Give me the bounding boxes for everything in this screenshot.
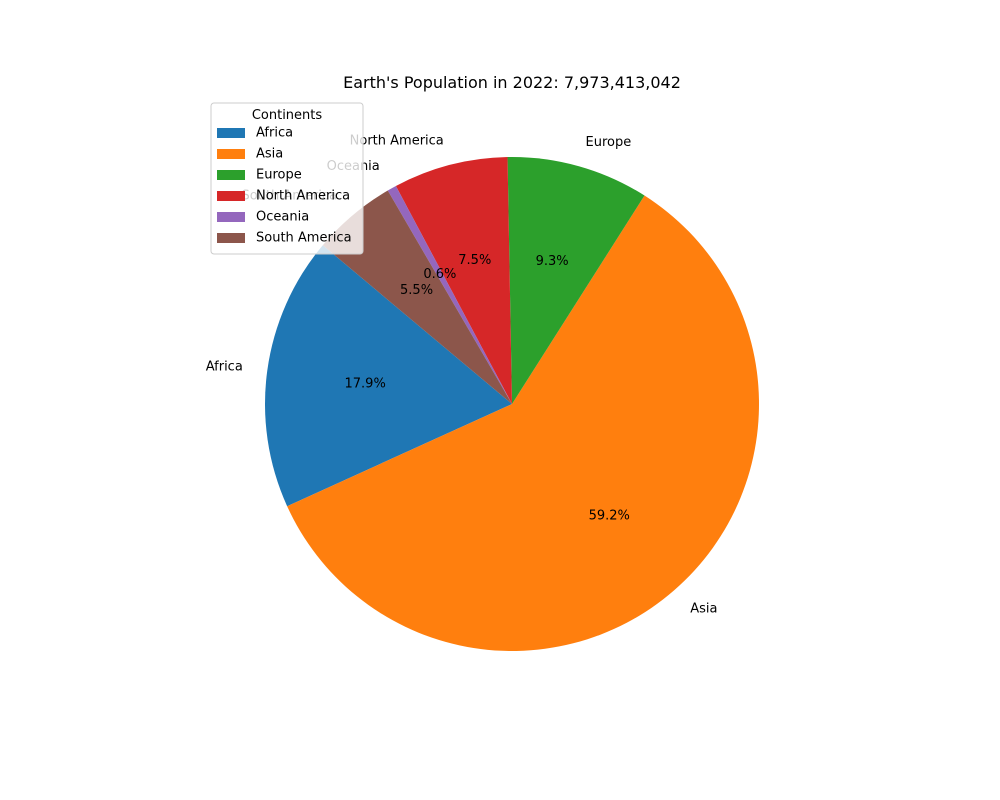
legend-swatch-africa xyxy=(217,128,245,138)
legend-swatch-north-america xyxy=(217,191,245,201)
legend-label-africa: Africa xyxy=(256,126,293,141)
legend-swatch-oceania xyxy=(217,212,245,222)
legend-swatch-south-america xyxy=(217,233,245,243)
pie-slice-asia xyxy=(287,195,759,652)
pct-label-asia: 59.2% xyxy=(589,508,630,523)
pct-label-africa: 17.9% xyxy=(345,376,386,391)
pie-slice-north-america xyxy=(395,157,512,404)
pie-slice-oceania xyxy=(387,185,512,404)
pie-slice-africa xyxy=(264,245,512,507)
pct-label-europe: 9.3% xyxy=(536,254,569,269)
legend-swatch-asia xyxy=(217,149,245,159)
legend-label-asia: Asia xyxy=(256,147,283,162)
legend-frame xyxy=(210,102,364,255)
slice-label-north-america: North America xyxy=(350,134,444,149)
pct-label-oceania: 0.6% xyxy=(423,267,456,282)
legend-entries: Africa Asia Europe North America Oceania Sout… xyxy=(217,126,352,246)
pie-slice-south-america xyxy=(322,190,512,404)
pct-label-north-america: 7.5% xyxy=(458,253,491,268)
pie-slices xyxy=(264,157,759,652)
slice-label-africa: Africa xyxy=(206,360,243,375)
legend: Continents Africa Asia Europe North America… xyxy=(210,102,364,255)
chart-title: Earth's Population in 2022: 7,973,413,04… xyxy=(343,73,681,92)
legend-title: Continents xyxy=(252,108,323,123)
percentage-labels: 17.9% 59.2% 9.3% 7.5%0.6%5.5% xyxy=(345,253,630,523)
legend-label-oceania: Oceania xyxy=(256,210,309,225)
legend-label-north-america: North America xyxy=(256,189,350,204)
pct-label-south-america: 5.5% xyxy=(400,283,433,298)
slice-label-europe: Europe xyxy=(586,135,632,150)
legend-label-south-america: South America xyxy=(256,231,352,246)
legend-swatch-europe xyxy=(217,170,245,180)
pie-slice-europe xyxy=(507,157,645,404)
legend-label-europe: Europe xyxy=(256,168,302,183)
slice-label-asia: Asia xyxy=(690,602,717,617)
